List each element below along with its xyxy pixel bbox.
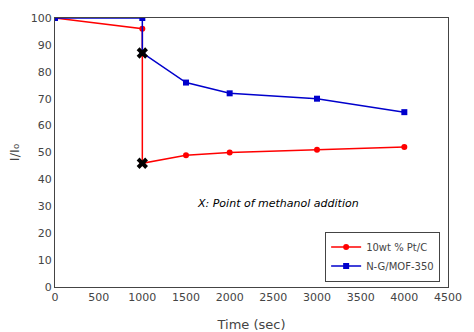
- svg-text:50: 50: [38, 146, 52, 159]
- svg-text:4500: 4500: [434, 291, 462, 304]
- svg-text:10: 10: [38, 254, 52, 267]
- svg-text:N-G/MOF-350: N-G/MOF-350: [366, 261, 434, 272]
- svg-text:2500: 2500: [259, 291, 287, 304]
- svg-text:100: 100: [31, 12, 52, 25]
- svg-text:0: 0: [52, 291, 59, 304]
- svg-text:10wt % Pt/C: 10wt % Pt/C: [366, 242, 427, 253]
- svg-text:80: 80: [38, 66, 52, 79]
- svg-text:3500: 3500: [347, 291, 375, 304]
- svg-text:90: 90: [38, 39, 52, 52]
- svg-text:1500: 1500: [172, 291, 200, 304]
- svg-text:1000: 1000: [128, 291, 156, 304]
- svg-text:40: 40: [38, 173, 52, 186]
- svg-text:30: 30: [38, 200, 52, 213]
- svg-text:0: 0: [45, 281, 52, 294]
- svg-text:3000: 3000: [303, 291, 331, 304]
- svg-text:60: 60: [38, 119, 52, 132]
- svg-text:I/I₀: I/I₀: [7, 144, 22, 161]
- svg-text:X: Point of methanol addition: X: Point of methanol addition: [197, 197, 359, 210]
- svg-text:70: 70: [38, 93, 52, 106]
- svg-text:500: 500: [88, 291, 109, 304]
- svg-text:20: 20: [38, 227, 52, 240]
- svg-text:Time (sec): Time (sec): [216, 317, 285, 332]
- svg-text:2000: 2000: [216, 291, 244, 304]
- svg-text:4000: 4000: [390, 291, 418, 304]
